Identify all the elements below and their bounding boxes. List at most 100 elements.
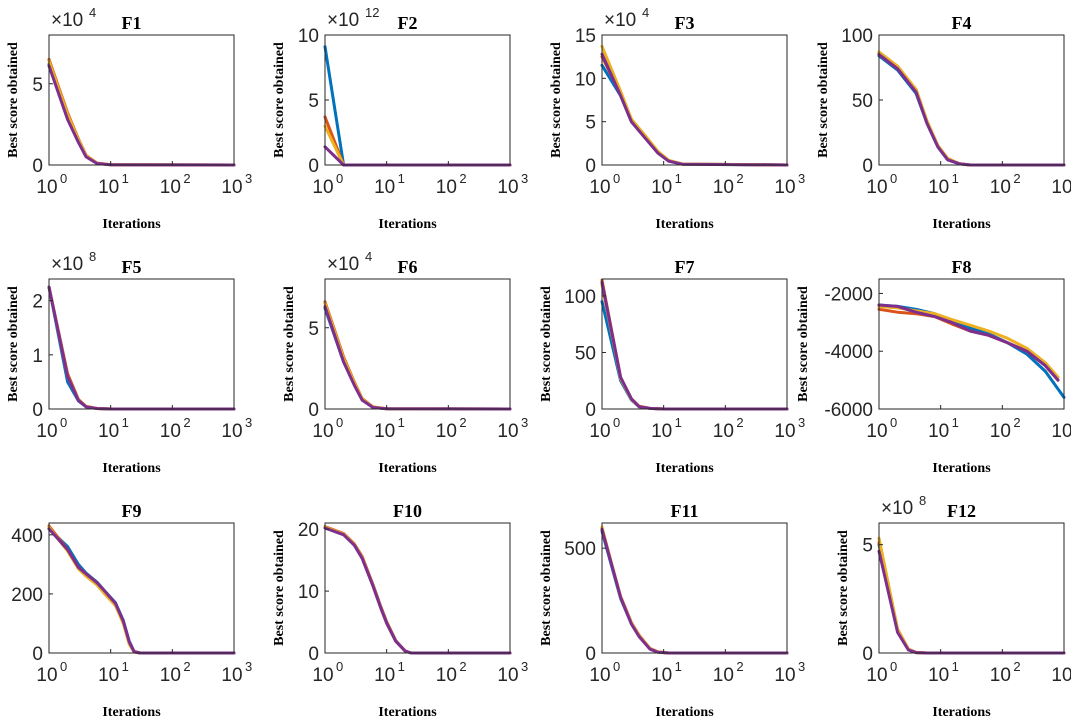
series-line-1	[47, 62, 236, 167]
series-line-2	[47, 285, 236, 411]
x-tick-label: 10	[1051, 421, 1071, 442]
x-axis-label: Iterations	[102, 705, 161, 720]
x-tick-label: 10	[928, 177, 949, 198]
x-axis-label: Iterations	[378, 461, 437, 476]
axes-frame	[878, 522, 1065, 654]
x-tick-label: 10	[990, 421, 1011, 442]
x-tick-label: 10	[589, 177, 610, 198]
x-axis-label: Iterations	[932, 217, 991, 232]
axes-frame	[601, 34, 788, 166]
x-tick-label: 10	[36, 177, 57, 198]
x-tick-label: 10	[497, 665, 518, 686]
series-line-2	[877, 307, 1060, 382]
x-tick-label: 10	[221, 665, 242, 686]
x-tick-label: 10	[374, 177, 395, 198]
x-tick-label: 10	[651, 665, 672, 686]
x-tick-exponent: 1	[675, 659, 682, 674]
series-line-4	[47, 527, 236, 655]
axes-frame	[324, 278, 511, 410]
series-line-2	[877, 51, 1066, 167]
x-tick-exponent: 2	[183, 171, 190, 186]
y-axis-label: Best score obtained	[539, 286, 554, 402]
x-tick-label: 10	[436, 177, 457, 198]
y-axis-label: Best score obtained	[272, 42, 287, 158]
series-line-3	[877, 536, 1066, 655]
axes-frame	[324, 522, 511, 654]
x-tick-label: 10	[98, 421, 119, 442]
chart-title: F1	[122, 13, 142, 33]
series-line-2	[47, 524, 236, 655]
x-tick-exponent: 1	[398, 659, 405, 674]
x-tick-label: 10	[160, 665, 181, 686]
x-axis-label: Iterations	[378, 705, 437, 720]
x-tick-exponent: 2	[1013, 659, 1020, 674]
series-line-3	[47, 525, 236, 655]
x-tick-exponent: 3	[798, 415, 805, 430]
series-line-1	[323, 525, 512, 655]
series-line-3	[323, 124, 512, 167]
y-exponent-label: ×10	[51, 254, 83, 275]
x-tick-label: 10	[312, 177, 333, 198]
chart-title: F12	[947, 501, 976, 521]
axes-frame	[48, 34, 235, 166]
y-exponent-value: 8	[919, 493, 926, 508]
series-line-2	[877, 541, 1066, 655]
series-line-2	[600, 527, 789, 655]
x-tick-exponent: 2	[1013, 415, 1020, 430]
series-line-3	[47, 285, 236, 411]
chart-title: F6	[398, 257, 418, 277]
series-line-4	[323, 305, 512, 411]
x-tick-exponent: 1	[122, 659, 129, 674]
x-axis-label: Iterations	[655, 217, 714, 232]
x-tick-exponent: 0	[60, 415, 67, 430]
series-line-4	[877, 303, 1060, 382]
y-exponent-label: ×10	[604, 10, 636, 31]
series-line-4	[600, 280, 789, 411]
x-tick-label: 10	[436, 421, 457, 442]
y-tick-label: 0	[32, 644, 43, 665]
x-tick-exponent: 0	[336, 415, 343, 430]
axes-frame	[601, 278, 788, 410]
y-tick-label: 15	[575, 26, 596, 47]
x-tick-label: 10	[98, 177, 119, 198]
x-tick-label: 10	[312, 665, 333, 686]
x-tick-label: 10	[713, 421, 734, 442]
x-tick-label: 10	[160, 421, 181, 442]
y-exponent-value: 12	[365, 5, 379, 20]
x-tick-label: 10	[589, 665, 610, 686]
x-tick-label: 10	[160, 177, 181, 198]
x-tick-exponent: 0	[890, 415, 897, 430]
series-line-4	[600, 527, 789, 655]
subplot-f8: 100101102103-6000-4000-2000F8IterationsB…	[796, 257, 1071, 476]
axes-frame	[48, 278, 235, 410]
series-line-2	[600, 278, 789, 411]
x-tick-label: 10	[374, 665, 395, 686]
x-tick-label: 10	[990, 665, 1011, 686]
x-axis-label: Iterations	[932, 705, 991, 720]
x-tick-exponent: 2	[183, 415, 190, 430]
y-tick-label: 100	[564, 287, 596, 308]
x-tick-exponent: 0	[336, 659, 343, 674]
x-tick-label: 10	[312, 421, 333, 442]
y-axis-label: Best score obtained	[549, 42, 564, 158]
x-tick-exponent: 2	[459, 659, 466, 674]
x-tick-exponent: 0	[890, 659, 897, 674]
series-line-4	[877, 549, 1066, 655]
x-tick-exponent: 0	[60, 171, 67, 186]
x-tick-exponent: 3	[798, 171, 805, 186]
series-line-3	[600, 283, 789, 411]
axes-frame	[324, 34, 511, 166]
x-tick-exponent: 3	[521, 171, 528, 186]
x-tick-exponent: 2	[736, 171, 743, 186]
chart-title: F3	[675, 13, 695, 33]
series-line-4	[323, 145, 512, 167]
y-axis-label: Best score obtained	[0, 530, 1, 646]
y-tick-label: 1	[32, 346, 43, 367]
y-tick-label: 5	[585, 113, 596, 134]
x-tick-exponent: 1	[952, 171, 959, 186]
